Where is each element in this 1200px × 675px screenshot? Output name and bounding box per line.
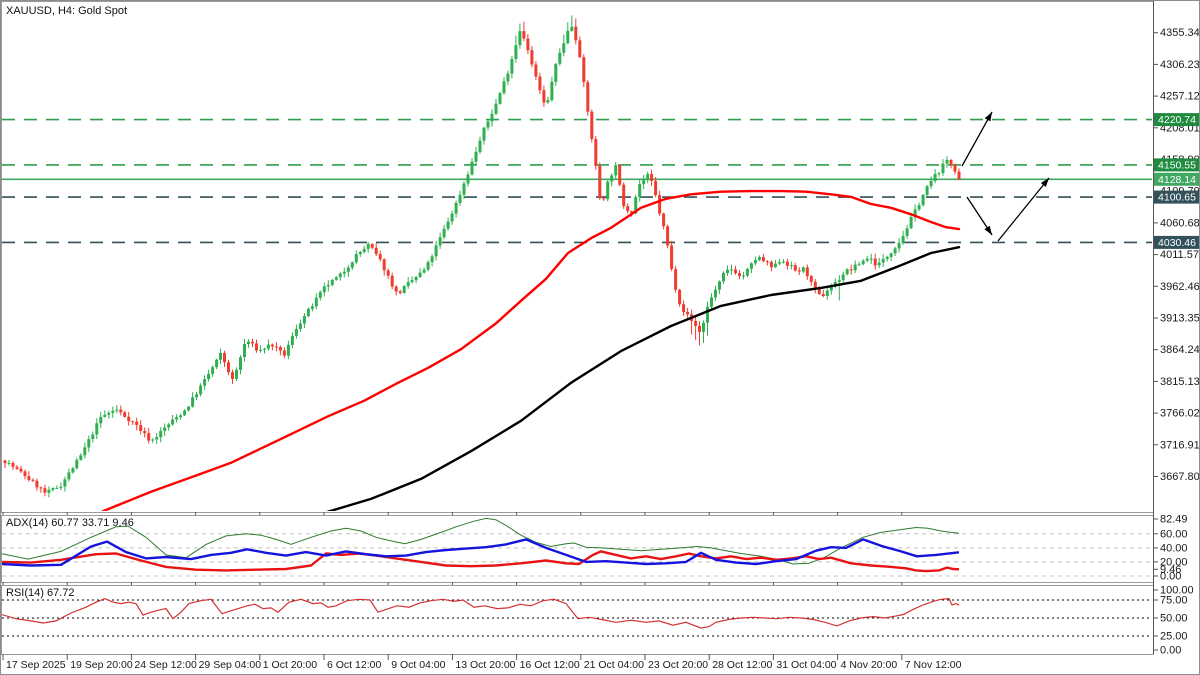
svg-text:4220.74: 4220.74 xyxy=(1158,114,1196,126)
arrow-up[interactable] xyxy=(997,177,1050,242)
price-tick-label: 3766.02 xyxy=(1160,408,1200,420)
candles[interactable] xyxy=(3,15,961,498)
rsi-scale-label: 0.00 xyxy=(1160,645,1181,657)
adx-scale-label: 60.00 xyxy=(1160,528,1188,540)
time-tick-label: 21 Oct 04:00 xyxy=(584,659,644,671)
adx-scale-label: 9.46 xyxy=(1160,564,1181,576)
arrow-head xyxy=(1040,178,1049,187)
price-badge: 4128.14 xyxy=(1154,172,1199,186)
price-tick-label: 3962.46 xyxy=(1160,281,1200,293)
svg-text:4128.14: 4128.14 xyxy=(1158,174,1196,186)
price-badge: 4150.55 xyxy=(1154,158,1199,172)
adx-panel[interactable]: 82.49 60.00 40.00 20.009.460.00 xyxy=(1,514,1188,583)
price-tick-label: 3716.91 xyxy=(1160,439,1200,451)
price-tick-label: 3864.24 xyxy=(1160,344,1200,356)
rsi-scale-label: 25.00 xyxy=(1160,631,1188,643)
price-axis: 4355.344306.234257.124208.014158.904109.… xyxy=(1153,1,1200,654)
price-badge: 4220.74 xyxy=(1154,113,1199,127)
svg-text:4150.55: 4150.55 xyxy=(1158,159,1196,171)
trend-arrows[interactable] xyxy=(961,111,1050,242)
rsi-scale-label: 75.00 xyxy=(1160,595,1188,607)
time-tick-label: 29 Sep 04:00 xyxy=(199,659,262,671)
adx-scale-label: 40.00 xyxy=(1160,542,1188,554)
time-tick-label: 13 Oct 20:00 xyxy=(455,659,515,671)
rsi-line[interactable] xyxy=(1,597,960,629)
minus-di-line[interactable] xyxy=(1,550,960,573)
adx-scale-label: 82.49 xyxy=(1160,514,1188,526)
price-tick-label: 4011.57 xyxy=(1160,249,1199,261)
price-tick-label: 3815.13 xyxy=(1160,376,1200,388)
time-tick-label: 31 Oct 04:00 xyxy=(776,659,836,671)
ma-fast-red[interactable] xyxy=(101,189,961,511)
moving-averages[interactable] xyxy=(101,189,961,514)
rsi-scale-label: 100.00 xyxy=(1160,585,1194,597)
adx-scale-label: 20.00 xyxy=(1160,556,1188,568)
price-tick-label: 4355.34 xyxy=(1160,27,1200,39)
plus-di-line[interactable] xyxy=(1,538,960,567)
price-tick-label: 3913.35 xyxy=(1160,313,1200,325)
time-tick-label: 17 Sep 2025 xyxy=(6,659,66,671)
time-tick-label: 9 Oct 04:00 xyxy=(391,659,445,671)
rsi-scale-label: 50.00 xyxy=(1160,613,1188,625)
time-tick-label: 4 Nov 20:00 xyxy=(841,659,898,671)
price-badge: 4100.65 xyxy=(1154,190,1199,204)
price-badge: 4030.46 xyxy=(1154,235,1199,249)
price-tick-label: 4060.68 xyxy=(1160,217,1200,229)
adx-line[interactable] xyxy=(1,517,960,565)
time-tick-label: 1 Oct 20:00 xyxy=(263,659,317,671)
arrow-head xyxy=(984,225,992,235)
arrow-head xyxy=(984,112,992,122)
adx-indicator-label: ADX(14) 60.77 33.71 9.46 xyxy=(6,517,134,529)
rsi-indicator-label: RSI(14) 67.72 xyxy=(6,587,75,599)
price-levels[interactable] xyxy=(2,118,1152,244)
svg-text:4030.46: 4030.46 xyxy=(1158,237,1196,249)
adx-scale-label: 0.00 xyxy=(1160,571,1181,583)
time-tick-label: 19 Sep 20:00 xyxy=(70,659,133,671)
time-tick-label: 6 Oct 12:00 xyxy=(327,659,381,671)
price-tick-label: 4257.12 xyxy=(1160,91,1200,103)
price-tick-label: 4306.23 xyxy=(1160,59,1200,71)
price-tick-label: 3667.80 xyxy=(1160,471,1200,483)
time-tick-label: 23 Oct 20:00 xyxy=(648,659,708,671)
symbol-title: XAUUSD, H4: Gold Spot xyxy=(6,5,128,17)
arrow-up[interactable] xyxy=(961,111,993,167)
svg-text:4100.65: 4100.65 xyxy=(1158,192,1196,204)
time-tick-label: 7 Nov 12:00 xyxy=(905,659,962,671)
time-axis: 17 Sep 2025 19 Sep 20:00 24 Sep 12:00 29 Se… xyxy=(2,512,962,671)
ma-slow-black[interactable] xyxy=(321,246,961,514)
time-tick-label: 28 Oct 12:00 xyxy=(712,659,772,671)
time-tick-label: 24 Sep 12:00 xyxy=(134,659,197,671)
time-tick-label: 16 Oct 12:00 xyxy=(520,659,580,671)
